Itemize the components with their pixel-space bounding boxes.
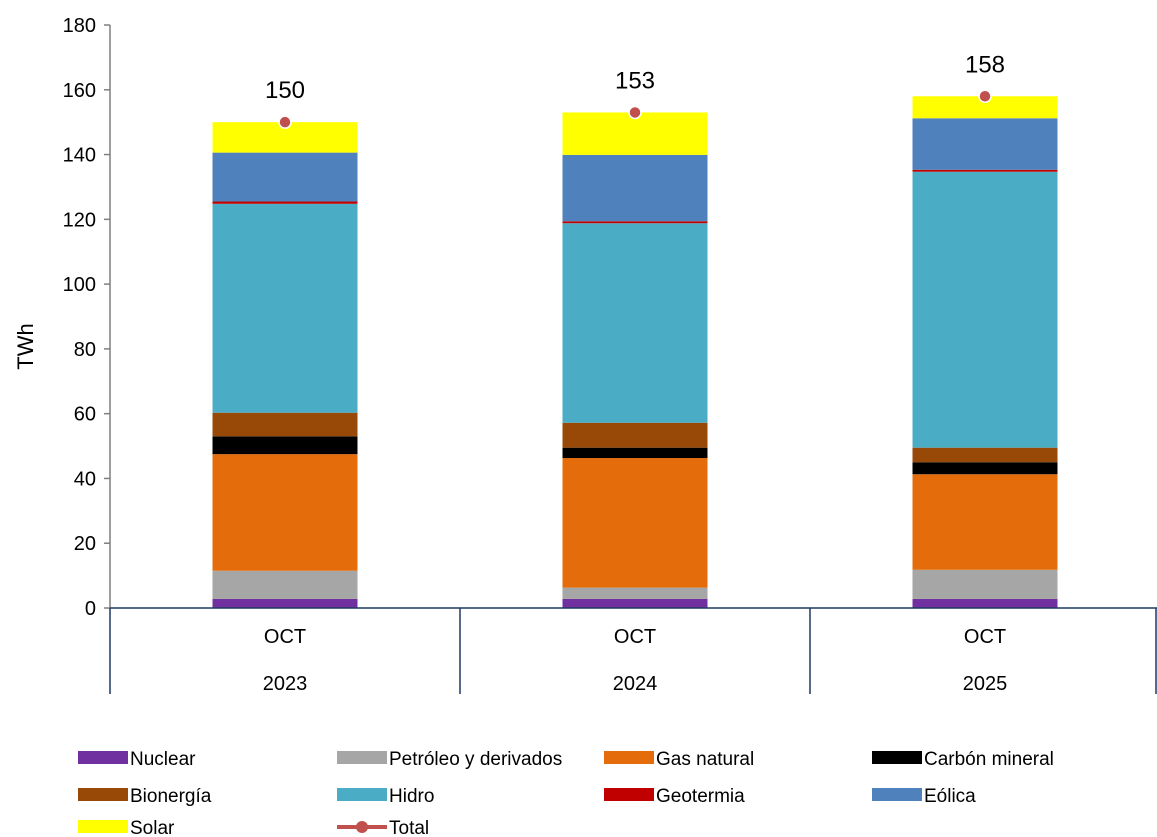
legend-label-hidro: Hidro xyxy=(389,786,434,807)
legend-swatch-solar xyxy=(78,820,128,833)
bar-segment-solar-2025 xyxy=(912,96,1058,119)
legend-label-geotermia: Geotermia xyxy=(656,786,745,807)
y-tick-label-60: 60 xyxy=(74,404,96,426)
bar-segment-bionergia-2025 xyxy=(912,447,1058,463)
bar-segment-nuclear-2024 xyxy=(562,598,708,608)
y-axis-title: TWh xyxy=(13,323,38,369)
x-tick-label-month-2025: OCT xyxy=(964,626,1006,648)
y-tick-label-0: 0 xyxy=(85,598,96,620)
y-tick-label-160: 160 xyxy=(63,80,96,102)
x-tick-label-month-2023: OCT xyxy=(264,626,306,648)
bar-segment-solar-2024 xyxy=(562,112,708,155)
y-tick-label-100: 100 xyxy=(63,274,96,296)
legend-label-solar: Solar xyxy=(130,818,175,837)
bar-segment-carbon-mineral-2025 xyxy=(912,462,1058,475)
bar-segment-bionergia-2023 xyxy=(212,412,358,437)
y-tick-label-140: 140 xyxy=(63,145,96,167)
legend-swatch-nuclear xyxy=(78,751,128,764)
y-tick-label-20: 20 xyxy=(74,533,96,555)
total-data-label-2024: 153 xyxy=(615,67,655,94)
legend-swatch-petroleo-y-derivados xyxy=(337,751,387,764)
bar-segment-geotermia-2024 xyxy=(562,221,708,224)
bar-segment-hidro-2024 xyxy=(562,223,708,423)
bar-segment-gas-natural-2023 xyxy=(212,454,358,571)
x-tick-label-year-2025: 2025 xyxy=(963,673,1008,695)
total-data-label-2025: 158 xyxy=(965,51,1005,78)
legend: Nuclear Petróleo y derivados Gas natural Ca… xyxy=(78,749,1054,837)
legend-label-carbon-mineral: Carbón mineral xyxy=(924,749,1054,770)
legend-label-total: Total xyxy=(389,818,429,837)
total-data-label-2023: 150 xyxy=(265,77,305,104)
bar-segment-geotermia-2023 xyxy=(212,201,358,204)
legend-swatch-carbon-mineral xyxy=(872,751,922,764)
x-tick-label-year-2024: 2024 xyxy=(613,673,658,695)
legend-item-petroleo-y-derivados: Petróleo y derivados xyxy=(337,749,562,770)
y-tick-label-180: 180 xyxy=(63,15,96,37)
total-series: 150 153 158 xyxy=(265,51,1005,129)
bar-segment-hidro-2023 xyxy=(212,203,358,413)
legend-label-eolica: Eólica xyxy=(924,786,976,807)
bar-segment-gas-natural-2025 xyxy=(912,474,1058,570)
bar-segment-carbon-mineral-2024 xyxy=(562,447,708,459)
bar-segment-petroleo-y-derivados-2023 xyxy=(212,570,358,599)
legend-item-carbon-mineral: Carbón mineral xyxy=(872,749,1054,770)
x-tick-label-year-2023: 2023 xyxy=(263,673,308,695)
bar-segment-petroleo-y-derivados-2025 xyxy=(912,569,1058,599)
bar-segment-geotermia-2025 xyxy=(912,169,1058,172)
bar-segment-bionergia-2024 xyxy=(562,422,708,448)
legend-item-hidro: Hidro xyxy=(337,786,434,807)
legend-item-solar: Solar xyxy=(78,818,175,837)
legend-item-gas-natural: Gas natural xyxy=(604,749,754,770)
total-point-2025 xyxy=(978,89,992,104)
legend-swatch-bionergia xyxy=(78,788,128,801)
bar-segment-gas-natural-2024 xyxy=(562,458,708,588)
y-tick-label-80: 80 xyxy=(74,339,96,361)
x-tick-label-month-2024: OCT xyxy=(614,626,656,648)
legend-item-nuclear: Nuclear xyxy=(78,749,196,770)
bar-segment-petroleo-y-derivados-2024 xyxy=(562,587,708,599)
legend-item-eolica: Eólica xyxy=(872,786,976,807)
legend-swatch-marker-total xyxy=(356,821,368,833)
total-point-2024 xyxy=(628,105,642,120)
axes: 0 20 40 60 80 100 120 140 160 180 TWh OCT 2023 OCT 202… xyxy=(13,15,1157,695)
legend-swatch-geotermia xyxy=(604,788,654,801)
legend-label-bionergia: Bionergía xyxy=(130,786,212,807)
legend-label-gas-natural: Gas natural xyxy=(656,749,754,770)
bar-segment-hidro-2025 xyxy=(912,171,1058,448)
bar-segment-nuclear-2025 xyxy=(912,598,1058,608)
total-point-2023 xyxy=(278,115,292,129)
legend-label-petroleo-y-derivados: Petróleo y derivados xyxy=(389,749,562,770)
legend-swatch-hidro xyxy=(337,788,387,801)
bar-segment-eolica-2023 xyxy=(212,152,358,202)
bar-segment-eolica-2025 xyxy=(912,118,1058,170)
legend-item-total: Total xyxy=(337,818,429,837)
bar-segment-nuclear-2023 xyxy=(212,598,358,608)
bar-segment-carbon-mineral-2023 xyxy=(212,436,358,455)
y-tick-label-120: 120 xyxy=(63,209,96,231)
legend-swatch-gas-natural xyxy=(604,751,654,764)
legend-label-nuclear: Nuclear xyxy=(130,749,196,770)
legend-item-bionergia: Bionergía xyxy=(78,786,212,807)
legend-swatch-eolica xyxy=(872,788,922,801)
legend-item-geotermia: Geotermia xyxy=(604,786,745,807)
stacked-bars xyxy=(212,96,1058,608)
bar-segment-eolica-2024 xyxy=(562,154,708,222)
y-tick-label-40: 40 xyxy=(74,468,96,490)
